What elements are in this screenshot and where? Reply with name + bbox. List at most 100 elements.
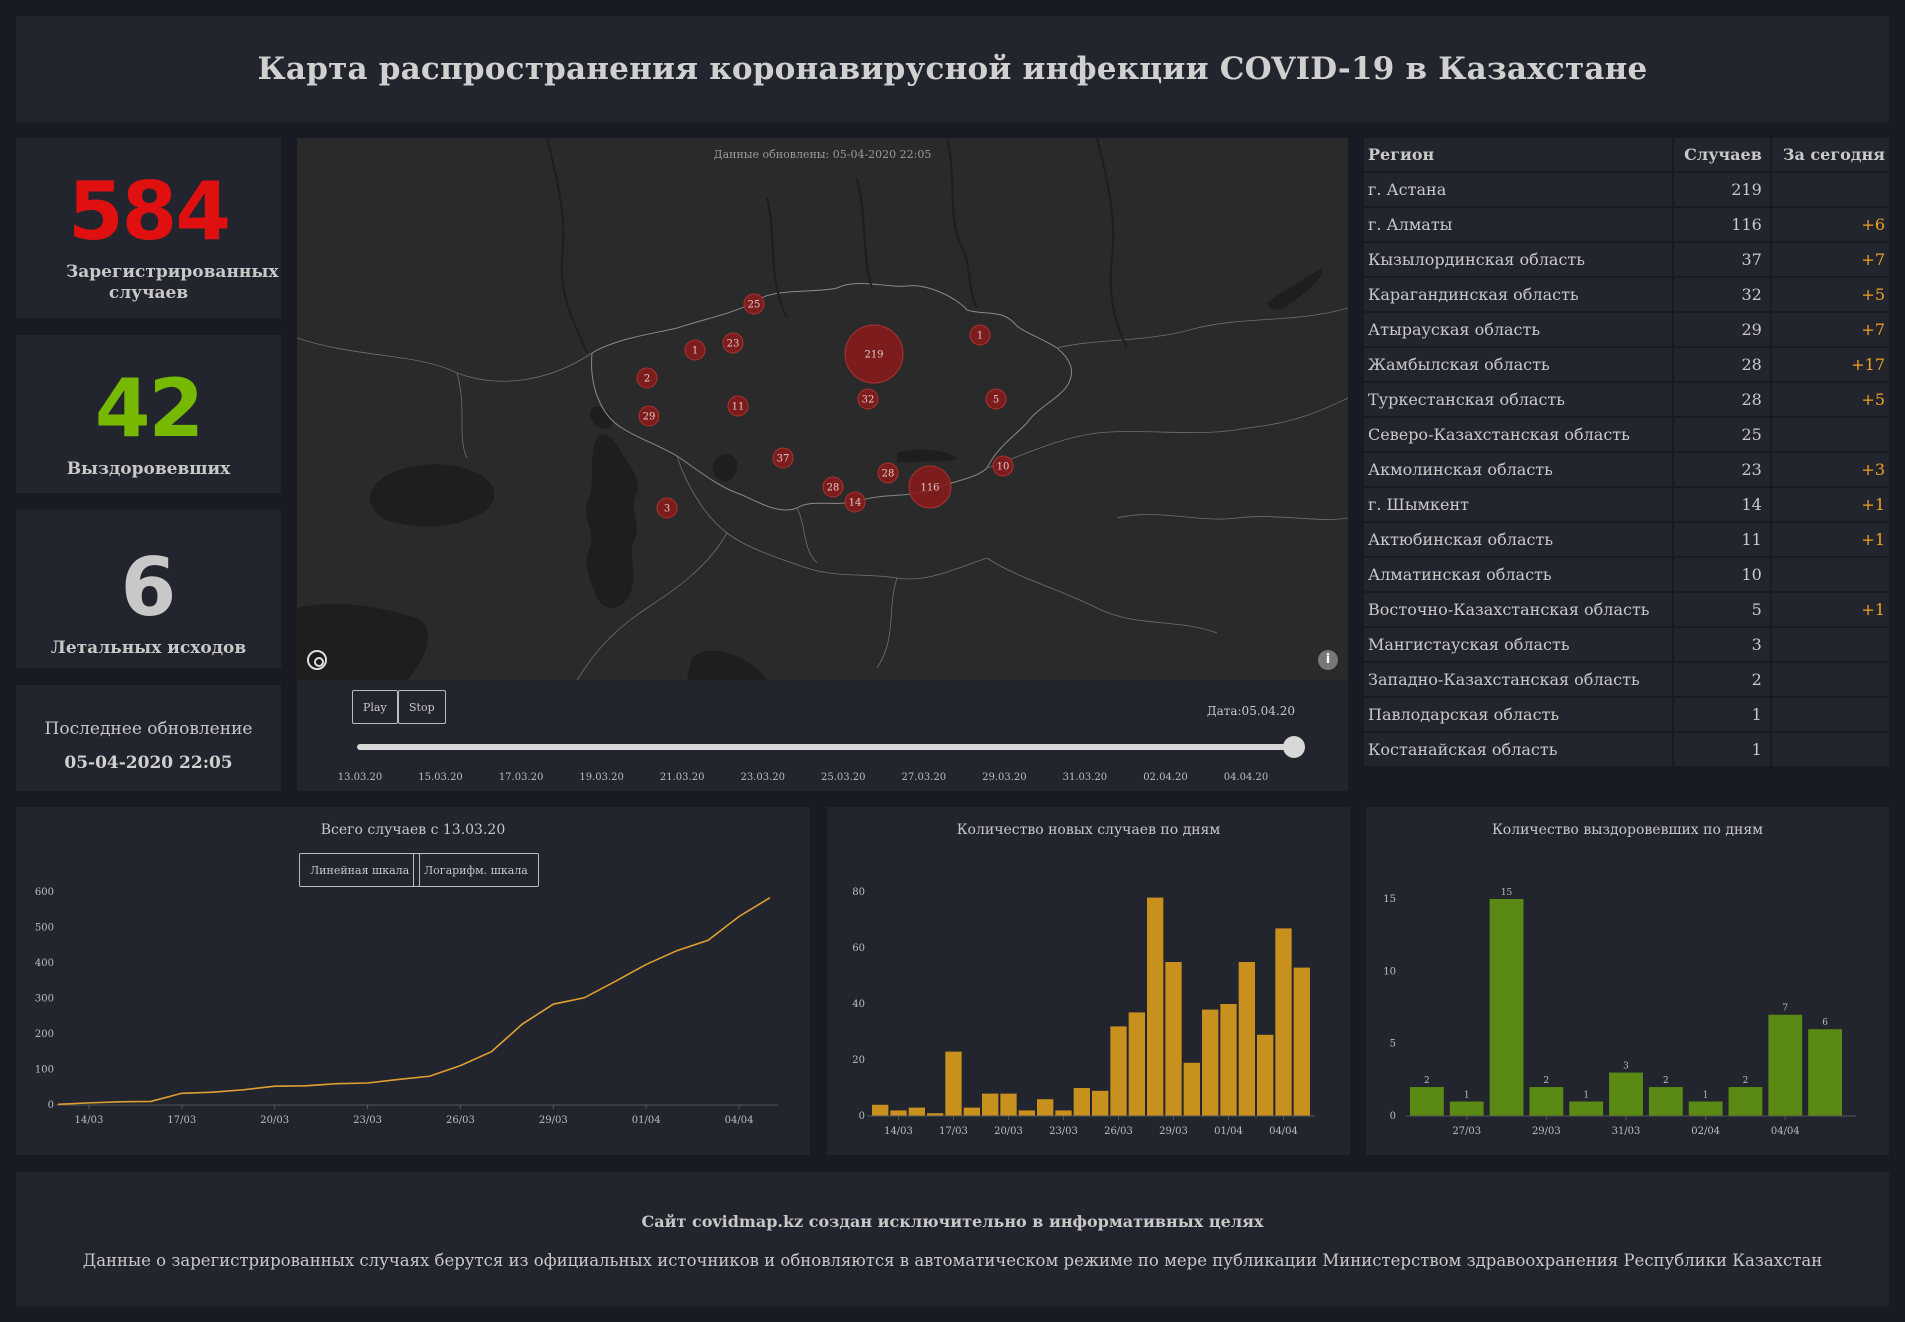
- x-tick-label: 27/03: [1452, 1126, 1481, 1137]
- table-row: г. Алматы 116 +6: [1364, 208, 1889, 241]
- new-cases-bar: [1055, 1110, 1072, 1116]
- region-name: Жамбылская область: [1364, 348, 1675, 381]
- table-row: г. Астана 219: [1364, 173, 1889, 206]
- map-marker[interactable]: 1: [684, 339, 706, 361]
- covid-map[interactable]: 25 23 1 219 1 2 11 32 5 29 37 28 10 3 28 14 116 Данные о…: [297, 138, 1348, 680]
- map-marker[interactable]: 116: [908, 465, 952, 509]
- date-slider-track[interactable]: [357, 744, 1294, 750]
- table-row: Алматинская область 10: [1364, 558, 1889, 591]
- header-today[interactable]: За сегодня: [1771, 138, 1889, 171]
- x-tick-label: 31/03: [1612, 1126, 1641, 1137]
- map-marker-label: 10: [997, 462, 1010, 473]
- map-marker[interactable]: 1: [969, 324, 991, 346]
- new-cases-bar: [872, 1104, 889, 1116]
- header-cases[interactable]: Случаев: [1674, 138, 1772, 171]
- map-marker[interactable]: 28: [877, 462, 899, 484]
- region-today: +1: [1771, 523, 1889, 556]
- y-tick-label: 10: [1383, 966, 1396, 977]
- slider-tick-label: 13.03.20: [337, 772, 383, 783]
- bar-value-label: 1: [1703, 1091, 1709, 1101]
- map-canvas[interactable]: 25 23 1 219 1 2 11 32 5 29 37 28 10 3 28 14 116: [297, 138, 1348, 680]
- play-button[interactable]: Play: [352, 690, 398, 724]
- recovered-chart-panel: Количество выздоровевших по дням 0 5 10 15 2…: [1366, 807, 1889, 1155]
- region-name: г. Шымкент: [1364, 488, 1675, 521]
- region-name: Костанайская область: [1364, 733, 1675, 766]
- region-name: Актюбинская область: [1364, 523, 1675, 556]
- new-cases-bar: [908, 1107, 925, 1116]
- table-row: г. Шымкент 14 +1: [1364, 488, 1889, 521]
- map-markers[interactable]: 25 23 1 219 1 2 11 32 5 29 37 28 10 3 28 14 116: [636, 293, 1014, 519]
- y-tick-label: 100: [35, 1065, 54, 1076]
- header-region[interactable]: Регион: [1364, 138, 1675, 171]
- date-slider-handle[interactable]: [1283, 736, 1305, 758]
- region-today: [1771, 558, 1889, 591]
- region-name: Туркестанская область: [1364, 383, 1675, 416]
- table-row: Атырауская область 29 +7: [1364, 313, 1889, 346]
- bar-value-label: 2: [1424, 1076, 1430, 1086]
- new-cases-bar: [1275, 928, 1292, 1116]
- y-tick-label: 40: [852, 999, 865, 1010]
- map-marker[interactable]: 37: [772, 447, 794, 469]
- linear-scale-button[interactable]: Линейная шкала: [299, 853, 421, 887]
- map-marker[interactable]: 23: [722, 332, 744, 354]
- slider-tick-label: 17.03.20: [498, 772, 544, 783]
- map-marker-label: 5: [993, 395, 999, 406]
- region-cases: 2: [1674, 663, 1772, 696]
- region-name: г. Алматы: [1364, 208, 1675, 241]
- table-row: Павлодарская область 1: [1364, 698, 1889, 731]
- map-marker[interactable]: 29: [638, 405, 660, 427]
- region-name: Мангистауская область: [1364, 628, 1675, 661]
- map-marker[interactable]: 11: [727, 395, 749, 417]
- stop-button[interactable]: Stop: [398, 690, 446, 724]
- recovered-bar: [1569, 1101, 1604, 1116]
- region-name: Акмолинская область: [1364, 453, 1675, 486]
- info-icon[interactable]: i: [1318, 650, 1338, 670]
- log-scale-button[interactable]: Логарифм. шкала: [413, 853, 539, 887]
- region-today: +5: [1771, 278, 1889, 311]
- slider-tick-label: 19.03.20: [579, 772, 624, 783]
- recovered-label: Выздоровевших: [66, 459, 231, 479]
- recovered-bar: [1529, 1087, 1564, 1116]
- y-tick-label: 5: [1390, 1039, 1396, 1050]
- table-row: Костанайская область 1: [1364, 733, 1889, 766]
- map-marker[interactable]: 28: [822, 476, 844, 498]
- new-cases-bar: [890, 1110, 907, 1116]
- map-marker[interactable]: 32: [857, 388, 879, 410]
- region-name: Кызылординская область: [1364, 243, 1675, 276]
- new-cases-bar: [982, 1093, 999, 1116]
- total-cases-line: [57, 896, 771, 1106]
- region-today: +5: [1771, 383, 1889, 416]
- map-marker[interactable]: 10: [992, 455, 1014, 477]
- x-tick-label: 26/03: [1104, 1126, 1133, 1137]
- zoom-icon[interactable]: [307, 650, 327, 670]
- map-marker[interactable]: 3: [656, 497, 678, 519]
- region-cases: 14: [1674, 488, 1772, 521]
- new-cases-bar: [1147, 897, 1164, 1116]
- x-tick-label: 04/04: [725, 1115, 754, 1126]
- table-row: Жамбылская область 28 +17: [1364, 348, 1889, 381]
- region-today: +1: [1771, 488, 1889, 521]
- map-marker[interactable]: 5: [985, 388, 1007, 410]
- region-today: +3: [1771, 453, 1889, 486]
- table-row: Акмолинская область 23 +3: [1364, 453, 1889, 486]
- map-marker-label: 116: [920, 483, 939, 494]
- map-marker-label: 37: [777, 454, 790, 465]
- table-row: Мангистауская область 3: [1364, 628, 1889, 661]
- region-cases: 28: [1674, 383, 1772, 416]
- recovered-bar: [1410, 1087, 1444, 1116]
- y-tick-label: 400: [35, 958, 54, 969]
- new-cases-bar: [945, 1051, 962, 1116]
- region-name: Атырауская область: [1364, 313, 1675, 346]
- map-marker[interactable]: 2: [636, 367, 658, 389]
- bar-value-label: 3: [1623, 1062, 1629, 1072]
- y-tick-label: 200: [35, 1029, 54, 1040]
- table-row: Актюбинская область 11 +1: [1364, 523, 1889, 556]
- stat-card-deaths: 6 Летальных исходов: [16, 510, 281, 668]
- map-marker[interactable]: 219: [844, 324, 904, 384]
- map-marker[interactable]: 14: [844, 491, 866, 513]
- x-tick-label: 23/03: [353, 1115, 382, 1126]
- table-header-row: Регион Случаев За сегодня: [1364, 138, 1889, 171]
- map-marker[interactable]: 25: [743, 293, 765, 315]
- bar-value-label: 15: [1501, 888, 1513, 898]
- map-panel: 25 23 1 219 1 2 11 32 5 29 37 28 10 3 28 14 116 Данные о…: [297, 138, 1348, 791]
